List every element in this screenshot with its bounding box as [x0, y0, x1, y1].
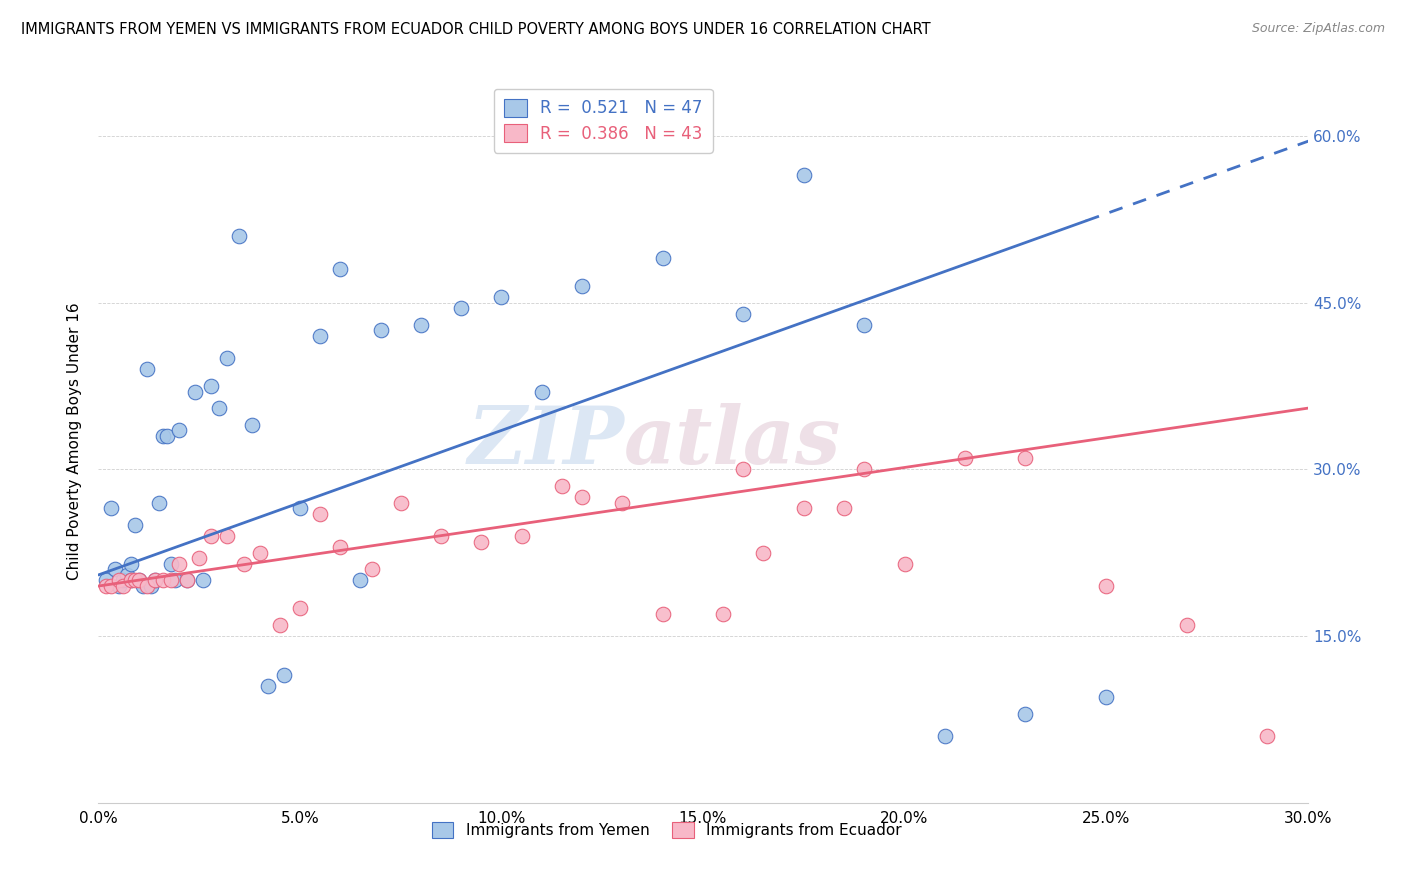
Point: [1014, 451, 1036, 466]
Point: [111, 579, 134, 593]
Point: [249, 546, 271, 560]
Point: [120, 557, 142, 571]
Point: [200, 529, 222, 543]
Point: [128, 574, 150, 588]
Point: [651, 607, 673, 621]
Point: [733, 462, 755, 476]
Point: [160, 557, 183, 571]
Point: [107, 579, 129, 593]
Point: [135, 362, 157, 376]
Text: ZIP: ZIP: [468, 403, 624, 480]
Point: [288, 601, 311, 615]
Point: [793, 168, 815, 182]
Point: [100, 579, 122, 593]
Point: [612, 496, 634, 510]
Text: Source: ZipAtlas.com: Source: ZipAtlas.com: [1251, 22, 1385, 36]
Point: [832, 501, 855, 516]
Point: [128, 574, 150, 588]
Point: [103, 562, 125, 576]
Text: atlas: atlas: [624, 403, 842, 480]
Point: [361, 562, 384, 576]
Point: [934, 729, 956, 743]
Point: [793, 501, 815, 516]
Point: [1014, 706, 1036, 721]
Point: [733, 307, 755, 321]
Point: [571, 279, 593, 293]
Point: [143, 574, 166, 588]
Point: [893, 557, 915, 571]
Point: [256, 679, 278, 693]
Point: [176, 574, 198, 588]
Point: [96, 579, 118, 593]
Point: [349, 574, 371, 588]
Point: [273, 668, 295, 682]
Point: [167, 424, 190, 438]
Point: [217, 351, 239, 366]
Point: [409, 318, 432, 332]
Point: [1175, 618, 1198, 632]
Point: [370, 323, 392, 337]
Point: [450, 301, 472, 315]
Point: [329, 540, 352, 554]
Point: [167, 557, 190, 571]
Text: IMMIGRANTS FROM YEMEN VS IMMIGRANTS FROM ECUADOR CHILD POVERTY AMONG BOYS UNDER : IMMIGRANTS FROM YEMEN VS IMMIGRANTS FROM…: [21, 22, 931, 37]
Point: [152, 429, 174, 443]
Point: [269, 618, 291, 632]
Legend: Immigrants from Yemen, Immigrants from Ecuador: Immigrants from Yemen, Immigrants from E…: [425, 814, 910, 846]
Point: [217, 529, 239, 543]
Point: [651, 251, 673, 265]
Point: [953, 451, 976, 466]
Point: [148, 496, 170, 510]
Point: [143, 574, 166, 588]
Point: [530, 384, 553, 399]
Point: [853, 318, 876, 332]
Point: [124, 517, 146, 532]
Point: [1095, 579, 1118, 593]
Point: [853, 462, 876, 476]
Point: [571, 490, 593, 504]
Point: [152, 574, 174, 588]
Point: [389, 496, 412, 510]
Point: [1256, 729, 1278, 743]
Point: [752, 546, 775, 560]
Point: [111, 574, 134, 588]
Point: [100, 501, 122, 516]
Point: [160, 574, 183, 588]
Point: [135, 579, 157, 593]
Point: [115, 568, 138, 582]
Point: [96, 574, 118, 588]
Point: [228, 228, 250, 243]
Point: [184, 384, 207, 399]
Point: [309, 329, 332, 343]
Point: [124, 574, 146, 588]
Point: [176, 574, 198, 588]
Point: [430, 529, 453, 543]
Y-axis label: Child Poverty Among Boys Under 16: Child Poverty Among Boys Under 16: [67, 302, 83, 581]
Point: [163, 574, 186, 588]
Point: [309, 507, 332, 521]
Point: [188, 551, 211, 566]
Point: [491, 290, 513, 304]
Point: [711, 607, 734, 621]
Point: [120, 574, 142, 588]
Point: [132, 579, 155, 593]
Point: [232, 557, 254, 571]
Point: [551, 479, 574, 493]
Point: [329, 262, 352, 277]
Point: [107, 574, 129, 588]
Point: [470, 534, 492, 549]
Point: [288, 501, 311, 516]
Point: [510, 529, 533, 543]
Point: [156, 429, 179, 443]
Point: [240, 417, 263, 432]
Point: [139, 579, 162, 593]
Point: [200, 379, 222, 393]
Point: [1095, 690, 1118, 705]
Point: [120, 574, 142, 588]
Point: [208, 401, 231, 416]
Point: [193, 574, 215, 588]
